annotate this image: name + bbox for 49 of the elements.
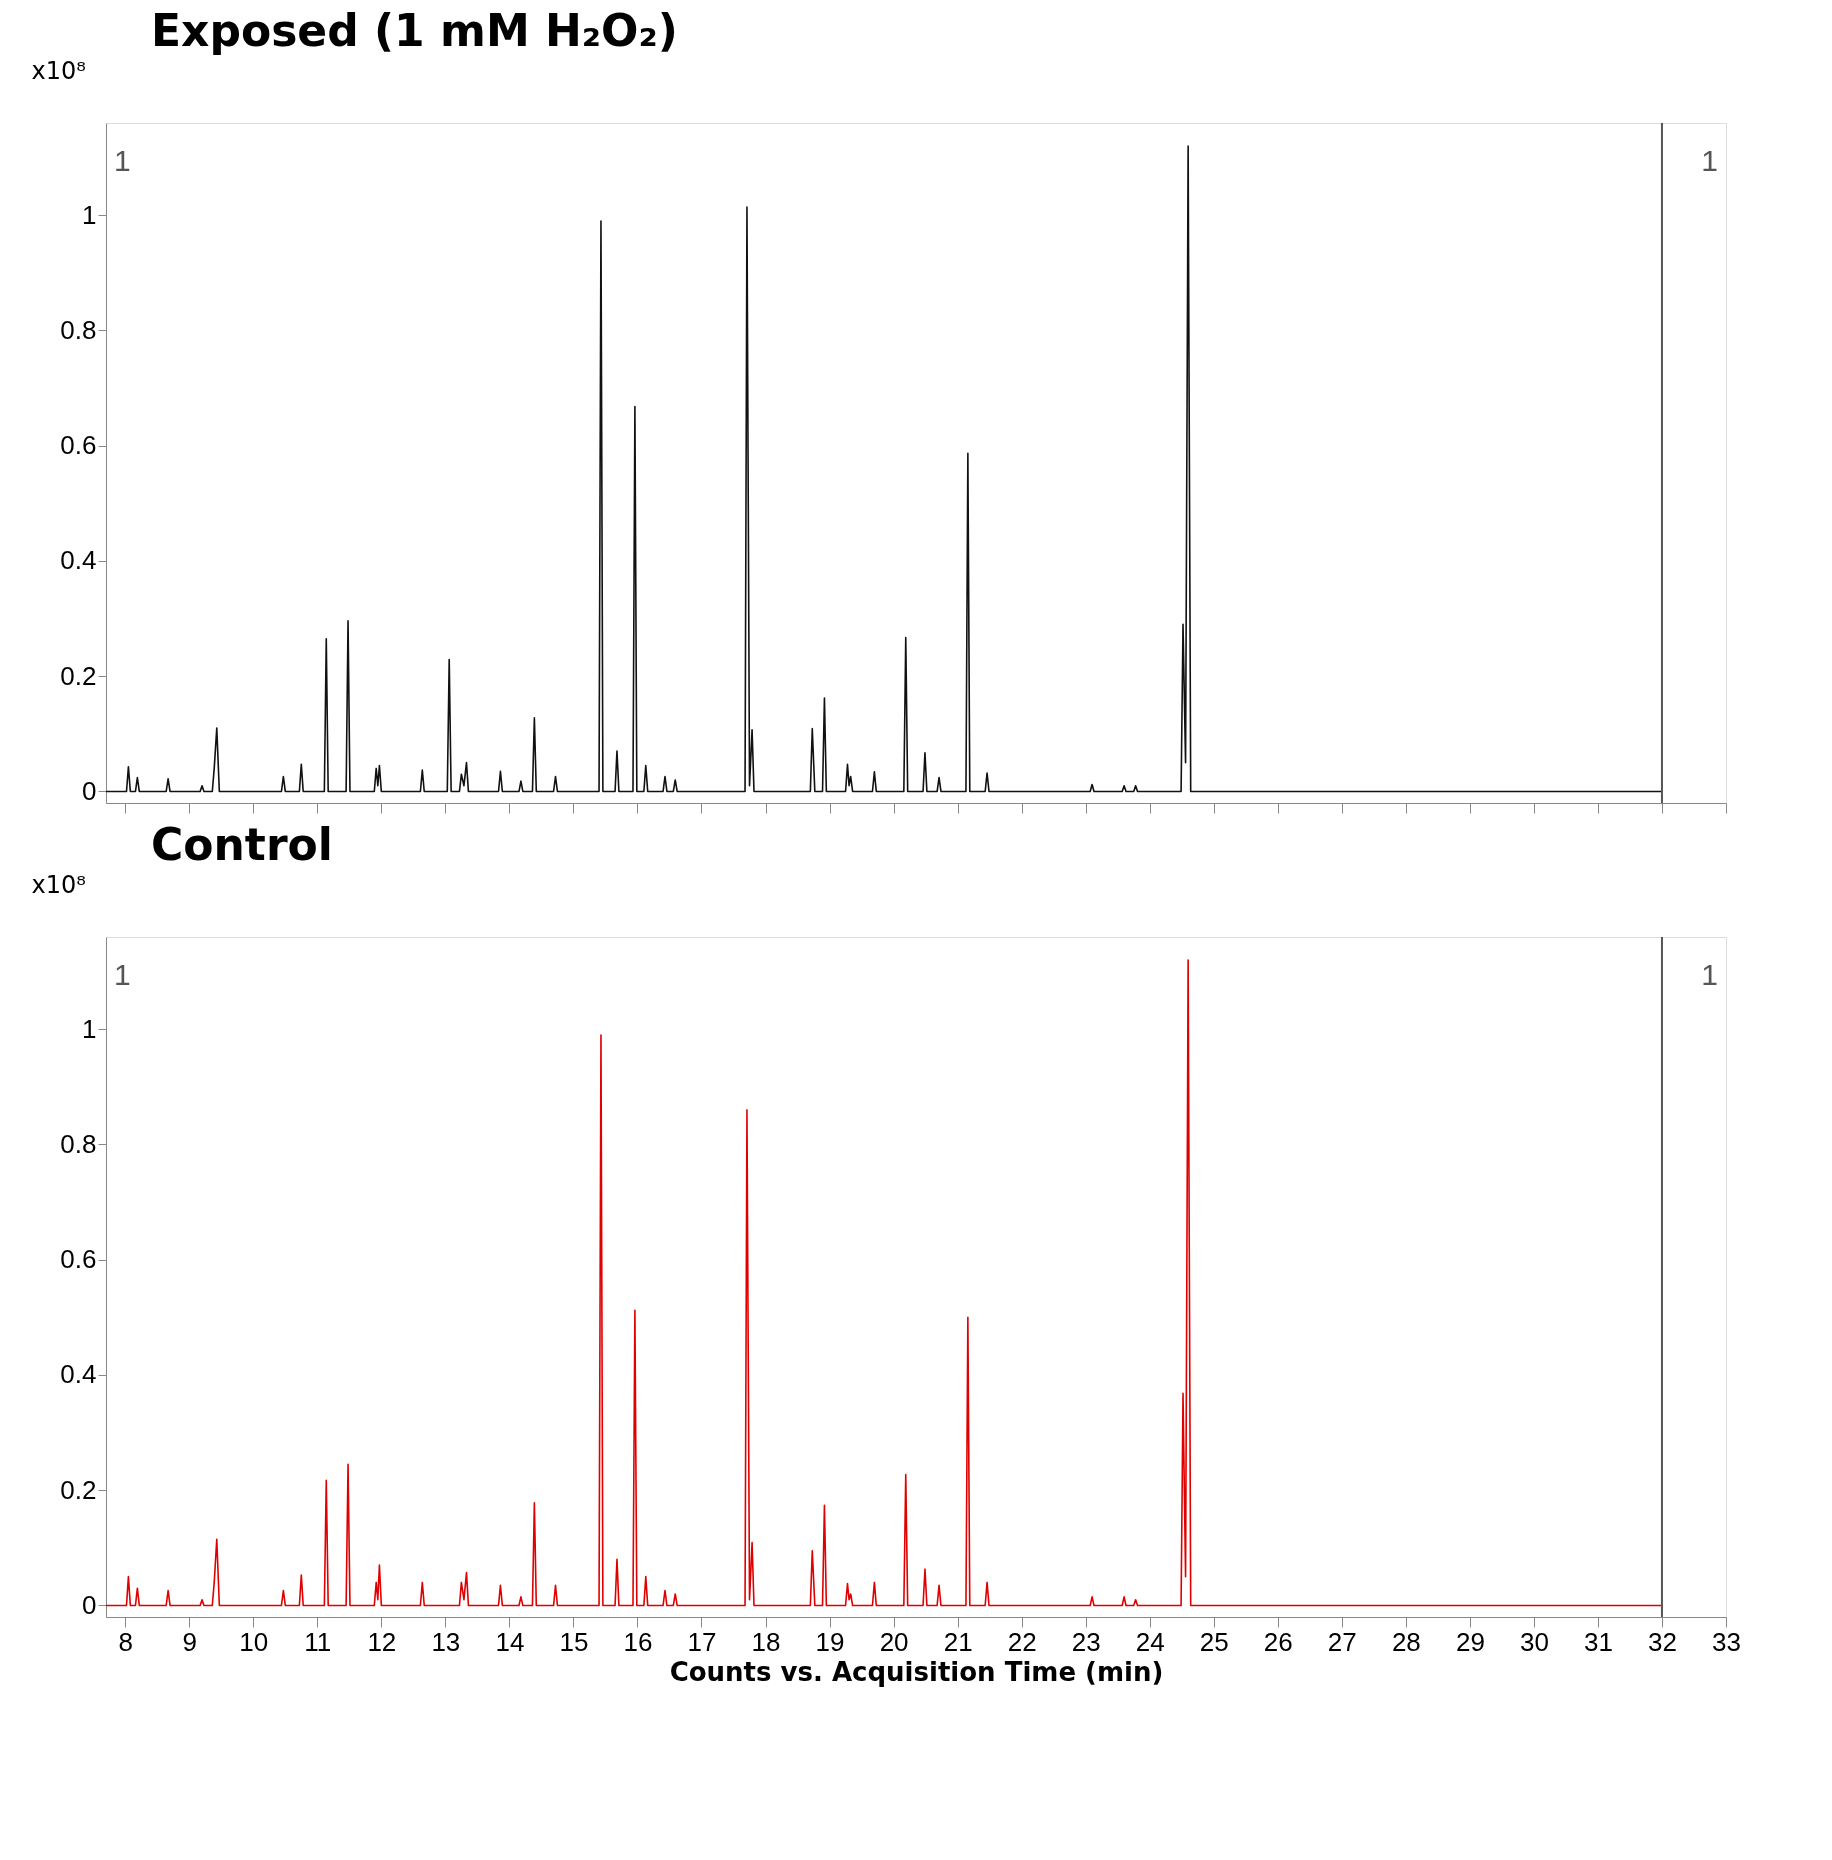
x-tick-label: 21 (943, 1626, 973, 1657)
y-tick-label: 0.6 (60, 1244, 97, 1275)
x-tick-label: 17 (687, 1626, 717, 1657)
x-axis-title: Counts vs. Acquisition Time (min) (669, 1656, 1164, 1687)
y-tick-label: 1 (82, 1013, 97, 1044)
y-tick-label: 0 (82, 775, 97, 806)
x-tick-label: 11 (304, 1626, 332, 1657)
x-tick-label: 12 (367, 1626, 397, 1657)
annotation: 1 (1701, 958, 1718, 991)
x-tick-label: 16 (623, 1626, 653, 1657)
annotation: 1 (114, 144, 131, 177)
y-tick-label: 0.2 (60, 660, 97, 691)
x-tick-label: 28 (1391, 1626, 1421, 1657)
chart-title: Control (151, 819, 333, 870)
y-axis-title: x10⁸ (31, 56, 86, 85)
x-tick-label: 32 (1648, 1626, 1677, 1657)
x-tick-label: 25 (1199, 1626, 1229, 1657)
y-tick-label: 0.4 (60, 1359, 97, 1390)
line-series (106, 145, 1663, 793)
x-tick-label: 27 (1327, 1626, 1357, 1657)
y-tick-label: 0.4 (60, 545, 97, 576)
y-tick-label: 0.6 (60, 430, 97, 461)
y-tick-label: 0.8 (60, 1128, 97, 1159)
annotation: 1 (1701, 144, 1718, 177)
x-tick-label: 31 (1583, 1626, 1613, 1657)
y-axis-title: x10⁸ (31, 870, 86, 899)
y-tick-label: 0.8 (60, 314, 97, 345)
x-tick-label: 23 (1071, 1626, 1101, 1657)
x-tick-label: 13 (431, 1626, 461, 1657)
x-tick-label: 18 (751, 1626, 781, 1657)
x-tick-label: 8 (118, 1626, 133, 1657)
x-tick-label: 24 (1135, 1626, 1165, 1657)
x-tick-label: 20 (879, 1626, 909, 1657)
x-tick-label: 19 (815, 1626, 845, 1657)
x-tick-label: 26 (1263, 1626, 1293, 1657)
x-tick-label: 15 (559, 1626, 589, 1657)
chart-title: Exposed (1 mM H₂O₂) (151, 5, 678, 56)
x-tick-label: 22 (1007, 1626, 1037, 1657)
x-tick-label: 14 (495, 1626, 525, 1657)
x-tick-label: 29 (1455, 1626, 1485, 1657)
y-tick-label: 1 (82, 199, 97, 230)
x-tick-label: 10 (239, 1626, 269, 1657)
x-tick-label: 33 (1712, 1626, 1741, 1657)
line-series (106, 959, 1663, 1607)
y-tick-label: 0 (82, 1589, 97, 1620)
x-tick-label: 30 (1519, 1626, 1549, 1657)
y-tick-label: 0.2 (60, 1474, 97, 1505)
annotation: 1 (114, 958, 131, 991)
x-tick-label: 9 (182, 1626, 197, 1657)
